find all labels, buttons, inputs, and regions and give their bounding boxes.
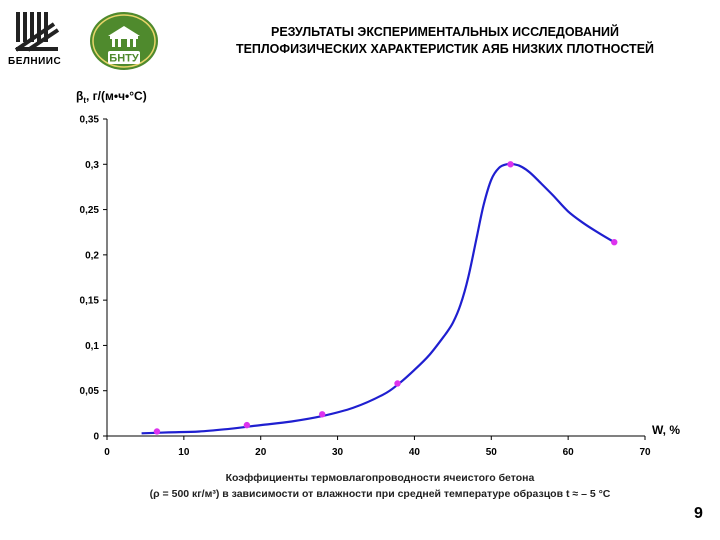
belniis-logo: БЕЛНИИС <box>8 10 72 72</box>
title-line-2: ТЕПЛОФИЗИЧЕСКИХ ХАРАКТЕРИСТИК АЯБ НИЗКИХ… <box>235 42 655 56</box>
y-axis-label: βt, г/(м•ч•°С) <box>76 89 147 105</box>
x-tick-label: 40 <box>409 447 421 458</box>
data-point <box>611 238 618 246</box>
x-tick-label: 70 <box>639 447 651 458</box>
data-point <box>153 428 161 435</box>
title-line-1: РЕЗУЛЬТАТЫ ЭКСПЕРИМЕНТАЛЬНЫХ ИССЛЕДОВАНИ… <box>271 25 619 39</box>
data-point <box>319 411 326 418</box>
x-axis-ticks: 0 10 20 30 40 50 60 70 <box>104 436 651 458</box>
x-axis-label: W, % <box>652 423 680 437</box>
x-tick-label: 10 <box>178 447 190 458</box>
caption-line-2: (ρ = 500 кг/м³) в зависимости от влажнос… <box>149 488 611 500</box>
belniis-logo-mark <box>14 12 60 52</box>
figure-caption: Коэффициенты термовлагопроводности ячеис… <box>90 470 670 502</box>
fitted-curve <box>141 162 615 435</box>
y-tick-label: 0,1 <box>85 341 99 352</box>
y-tick-label: 0,15 <box>80 296 100 307</box>
y-tick-label: 0 <box>93 432 99 443</box>
data-points <box>153 161 618 435</box>
caption-line-1: Коэффициенты термовлагопроводности ячеис… <box>225 472 535 484</box>
y-tick-label: 0,35 <box>80 115 100 126</box>
y-tick-label: 0,25 <box>80 205 100 216</box>
bntu-emblem: БНТУ <box>90 12 158 70</box>
x-tick-label: 60 <box>563 447 575 458</box>
moisture-conductivity-chart: βt, г/(м•ч•°С) 0 0,05 0,1 0,15 0,2 0,25 0,3 0,3… <box>76 89 680 458</box>
x-tick-label: 0 <box>104 447 110 458</box>
y-axis-ticks: 0 0,05 0,1 0,15 0,2 0,25 0,3 0,35 <box>80 115 107 443</box>
x-tick-label: 30 <box>332 447 344 458</box>
y-tick-label: 0,05 <box>80 386 100 397</box>
x-tick-label: 50 <box>486 447 498 458</box>
data-point <box>507 161 514 168</box>
bntu-logo-text: БНТУ <box>109 53 139 65</box>
belniis-logo-text: БЕЛНИИС <box>8 56 62 67</box>
y-tick-label: 0,2 <box>85 250 99 261</box>
data-point <box>243 421 251 429</box>
page-number: 9 <box>694 505 703 522</box>
data-point <box>394 380 401 387</box>
bntu-logo: БНТУ <box>88 10 160 72</box>
x-tick-label: 20 <box>255 447 267 458</box>
slide-title: РЕЗУЛЬТАТЫ ЭКСПЕРИМЕНТАЛЬНЫХ ИССЛЕДОВАНИ… <box>185 24 705 58</box>
y-tick-label: 0,3 <box>85 160 99 171</box>
